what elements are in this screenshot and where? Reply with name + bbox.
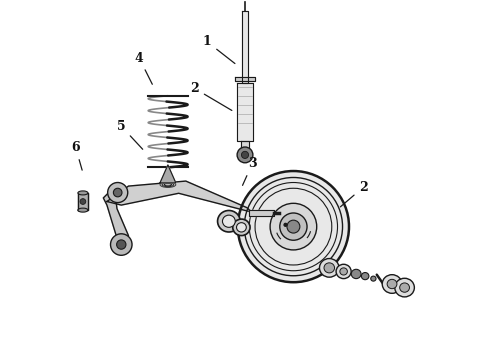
Ellipse shape <box>361 273 369 280</box>
Circle shape <box>242 151 248 158</box>
Polygon shape <box>78 193 88 210</box>
Ellipse shape <box>162 183 173 187</box>
Polygon shape <box>241 140 249 149</box>
Circle shape <box>237 147 253 163</box>
Circle shape <box>270 203 317 250</box>
Ellipse shape <box>395 278 415 297</box>
Ellipse shape <box>233 219 250 235</box>
Ellipse shape <box>382 275 402 293</box>
Ellipse shape <box>400 283 410 292</box>
Polygon shape <box>248 211 274 216</box>
Polygon shape <box>103 193 128 246</box>
Circle shape <box>280 213 307 240</box>
Ellipse shape <box>336 264 351 279</box>
Text: 1: 1 <box>203 35 235 63</box>
Polygon shape <box>242 12 248 83</box>
Polygon shape <box>237 83 253 140</box>
Circle shape <box>287 220 300 233</box>
Text: 2: 2 <box>341 181 368 207</box>
Circle shape <box>284 224 287 226</box>
Circle shape <box>240 173 347 280</box>
Polygon shape <box>235 77 255 81</box>
Ellipse shape <box>387 279 397 289</box>
Ellipse shape <box>218 211 240 232</box>
Ellipse shape <box>78 208 88 212</box>
Ellipse shape <box>371 276 376 281</box>
Text: 4: 4 <box>135 51 152 84</box>
Ellipse shape <box>324 263 335 273</box>
Text: 5: 5 <box>117 120 143 149</box>
Ellipse shape <box>319 258 339 277</box>
Text: 6: 6 <box>72 141 82 170</box>
Text: 3: 3 <box>243 157 256 185</box>
Ellipse shape <box>164 183 171 186</box>
Circle shape <box>80 199 86 204</box>
Circle shape <box>111 234 132 255</box>
Text: 2: 2 <box>191 82 232 111</box>
Ellipse shape <box>222 215 235 227</box>
Ellipse shape <box>78 191 88 195</box>
Circle shape <box>117 240 126 249</box>
Circle shape <box>113 188 122 197</box>
Circle shape <box>108 183 128 203</box>
Ellipse shape <box>340 268 347 275</box>
Ellipse shape <box>237 223 246 232</box>
Ellipse shape <box>351 269 361 279</box>
Ellipse shape <box>160 182 176 188</box>
Polygon shape <box>107 181 252 212</box>
Polygon shape <box>160 165 176 183</box>
